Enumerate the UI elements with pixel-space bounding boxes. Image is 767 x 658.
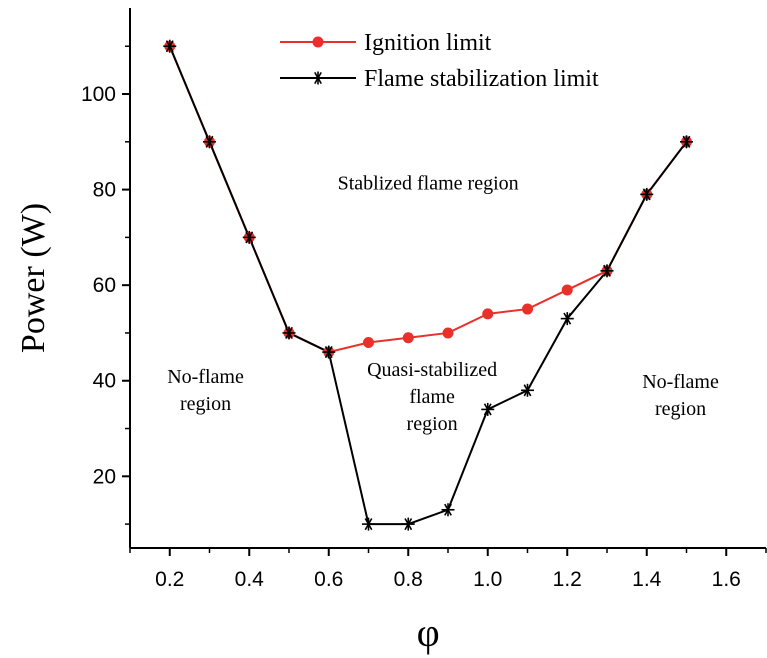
legend-asterisk — [311, 71, 325, 85]
series-markers — [163, 39, 693, 531]
legend-label-ignition-limit: Ignition limit — [364, 30, 492, 56]
region-annotation-text: No-flame — [167, 366, 244, 388]
x-tick-label: 1.2 — [553, 568, 582, 591]
flame-stabilization-point — [242, 230, 256, 244]
ignition-limit-point — [402, 332, 414, 344]
x-tick-label: 1.6 — [712, 568, 741, 591]
flame-stabilization-point — [441, 503, 455, 517]
flame-stabilization-point — [680, 135, 693, 149]
region-annotation-text: region — [180, 393, 231, 415]
y-tick-label: 80 — [93, 179, 116, 202]
region-annotation-text: region — [655, 398, 706, 420]
legend-marker-flame-stabilization-limit — [311, 71, 325, 85]
x-tick-label: 0.8 — [394, 568, 423, 591]
y-tick-label: 60 — [93, 274, 116, 297]
y-tick-label: 100 — [81, 83, 116, 106]
series-lines — [168, 45, 688, 526]
flame-stabilization-point — [600, 264, 614, 278]
flame-stabilization-point — [163, 39, 177, 53]
legend-label-flame-stabilization-limit: Flame stabilization limit — [364, 66, 599, 92]
series-line-ignition-limit — [168, 45, 688, 354]
ignition-limit-point — [482, 308, 494, 320]
flame-stabilization-point — [362, 517, 375, 531]
flame-stabilization-point — [282, 326, 296, 340]
flame-stabilization-point — [481, 402, 495, 416]
flame-stabilization-point — [521, 383, 534, 397]
legend: Ignition limit Flame stabilization limit — [280, 30, 599, 92]
flame-stabilization-point — [640, 187, 654, 201]
ignition-limit-point — [522, 303, 533, 315]
flame-stabilization-point — [401, 517, 415, 531]
flame-stabilization-point — [560, 312, 574, 326]
x-axis-title: φ — [417, 610, 440, 655]
x-tick-label: 0.6 — [314, 568, 343, 591]
x-tick-label: 1.0 — [473, 568, 502, 591]
x-tick-label: 0.2 — [155, 568, 184, 591]
y-tick-label: 20 — [93, 465, 116, 488]
ignition-limit-point — [442, 327, 454, 339]
region-annotation-text: No-flame — [642, 371, 719, 393]
x-tick-label: 0.4 — [235, 568, 265, 591]
ticks: 0.2 0.4 0.6 0.8 1.0 1.2 1.4 1.6 20 40 60 80 100 — [81, 45, 767, 591]
region-annotation-text: region — [407, 413, 458, 435]
region-annotation-text: Quasi-stabilized — [367, 359, 497, 381]
legend-marker-ignition-limit — [312, 36, 324, 48]
region-annotation-text: Stablized flame region — [338, 173, 519, 195]
x-tick-label: 1.4 — [632, 568, 662, 591]
series-line-flame-stabilization-limit — [168, 45, 688, 526]
flame-stabilization-point — [322, 345, 336, 359]
region-annotations: Stablized flame region No-flame region Quas… — [167, 173, 719, 435]
ignition-limit-point — [363, 337, 374, 349]
y-axis-title: Power (W) — [15, 203, 52, 353]
ignition-limit-point — [561, 284, 573, 296]
region-annotation-text: flame — [409, 386, 455, 408]
y-tick-label: 40 — [93, 370, 116, 393]
flame-stabilization-point — [203, 135, 216, 149]
